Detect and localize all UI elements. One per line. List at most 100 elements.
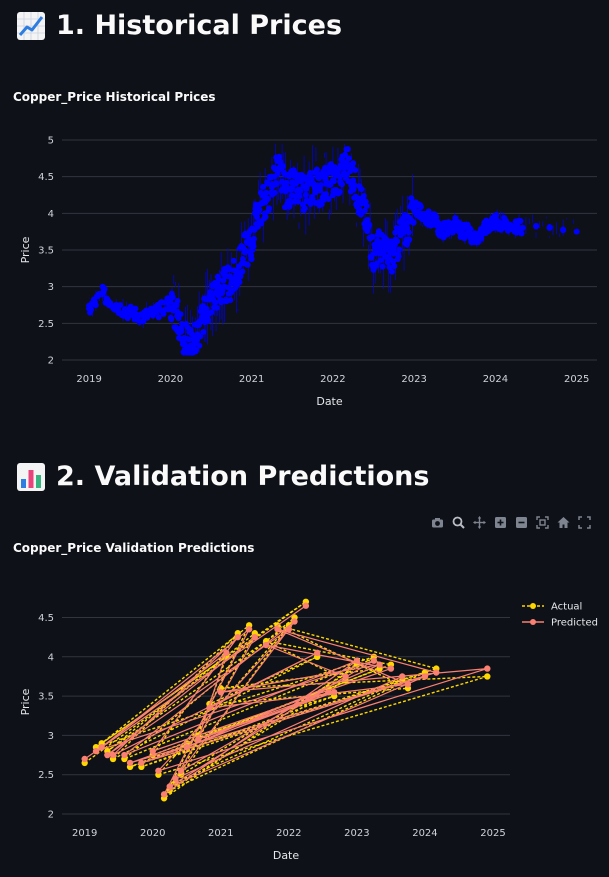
predicted-series (81, 602, 491, 798)
data-point (396, 246, 403, 253)
data-point (221, 283, 228, 290)
zoom-out-icon[interactable] (515, 516, 528, 529)
pan-icon[interactable] (473, 516, 486, 529)
data-point (205, 317, 212, 324)
y-tick-label: 3.5 (38, 246, 54, 257)
data-point (573, 228, 580, 235)
data-point (192, 347, 199, 354)
data-point (140, 318, 147, 325)
x-tick-label: 2025 (480, 828, 505, 839)
x-tick-label: 2024 (412, 828, 437, 839)
data-point (206, 704, 213, 712)
data-point (177, 767, 185, 774)
data-point (325, 196, 332, 203)
autoscale-icon[interactable] (536, 516, 549, 529)
y-axis-label: Price (19, 688, 32, 715)
data-point (92, 747, 100, 755)
x-tick-label: 2022 (276, 828, 301, 839)
data-point (404, 225, 411, 231)
data-point (92, 302, 99, 309)
data-point (377, 257, 384, 264)
data-point (438, 228, 445, 235)
data-point (228, 280, 235, 286)
data-point (336, 173, 343, 180)
section-heading-text: 2. Validation Predictions (56, 461, 430, 492)
data-point (241, 247, 248, 253)
y-tick-label: 4 (48, 209, 54, 220)
data-point (493, 211, 500, 218)
fullscreen-icon[interactable] (578, 516, 591, 529)
data-point (492, 217, 499, 224)
data-point (86, 305, 93, 312)
y-tick-label: 2.5 (38, 770, 54, 781)
data-point (245, 626, 253, 633)
data-point (275, 166, 282, 173)
legend-label: Actual (551, 602, 582, 613)
data-point (309, 181, 316, 187)
data-point (274, 171, 281, 178)
data-point (417, 210, 424, 217)
data-point (226, 266, 233, 273)
data-point (289, 184, 296, 191)
y-axis-label: Price (19, 236, 32, 263)
y-tick-label: 5 (48, 136, 54, 147)
data-point (262, 641, 270, 649)
camera-icon[interactable] (431, 516, 444, 529)
reset-axes-icon[interactable] (557, 516, 570, 529)
data-point (499, 221, 506, 228)
zoom-icon[interactable] (452, 516, 465, 529)
data-point (212, 299, 219, 306)
data-point (350, 160, 357, 167)
validation-predictions-chart[interactable]: 2 2.5 3 3.5 4 4.5 2019 2020 2021 2022 2023 2024 2025… (0, 570, 609, 870)
data-point (546, 225, 553, 231)
x-axis-label: Date (273, 849, 300, 862)
data-point (266, 205, 273, 212)
legend: Actual Predicted (522, 602, 598, 629)
data-point (478, 228, 485, 235)
y-tick-label: 3.5 (38, 692, 54, 703)
data-point (361, 207, 368, 214)
data-point (384, 254, 391, 261)
historical-prices-chart[interactable]: 2 2.5 3 3.5 4 4.5 5 2019 2020 2021 2022 2023 2024 202… (0, 120, 609, 420)
data-point (291, 618, 298, 625)
data-point (121, 751, 128, 759)
data-point (472, 236, 479, 242)
data-point (560, 226, 567, 233)
section-heading-historical: 1. Historical Prices (16, 10, 342, 41)
data-point (339, 181, 346, 188)
data-point (183, 743, 190, 751)
data-point (377, 243, 384, 250)
data-point (302, 192, 309, 198)
data-point (517, 218, 524, 225)
series-line (84, 605, 488, 795)
data-point (203, 305, 210, 312)
data-point (392, 229, 399, 236)
data-point (274, 626, 281, 633)
data-point (295, 198, 302, 205)
data-point (485, 221, 492, 228)
zoom-in-icon[interactable] (494, 516, 507, 529)
data-point (356, 195, 363, 202)
legend-marker (530, 619, 536, 625)
data-point (408, 195, 415, 202)
section-heading-text: 1. Historical Prices (56, 10, 343, 41)
data-point (236, 279, 243, 286)
data-point (357, 211, 364, 218)
x-tick-label: 2024 (483, 374, 508, 385)
data-point (313, 649, 321, 657)
data-point (379, 263, 386, 270)
chart-title-validation: Copper_Price Validation Predictions (13, 541, 255, 555)
data-point (113, 302, 120, 308)
data-point (271, 189, 278, 196)
data-point (296, 193, 303, 200)
data-point (323, 191, 330, 198)
data-point (451, 221, 458, 228)
data-point (370, 250, 377, 257)
data-point (255, 206, 262, 213)
data-point (214, 287, 221, 294)
data-point (387, 665, 395, 672)
data-point (399, 673, 406, 680)
data-point (149, 747, 156, 755)
data-point (174, 297, 181, 304)
data-point (251, 633, 259, 641)
